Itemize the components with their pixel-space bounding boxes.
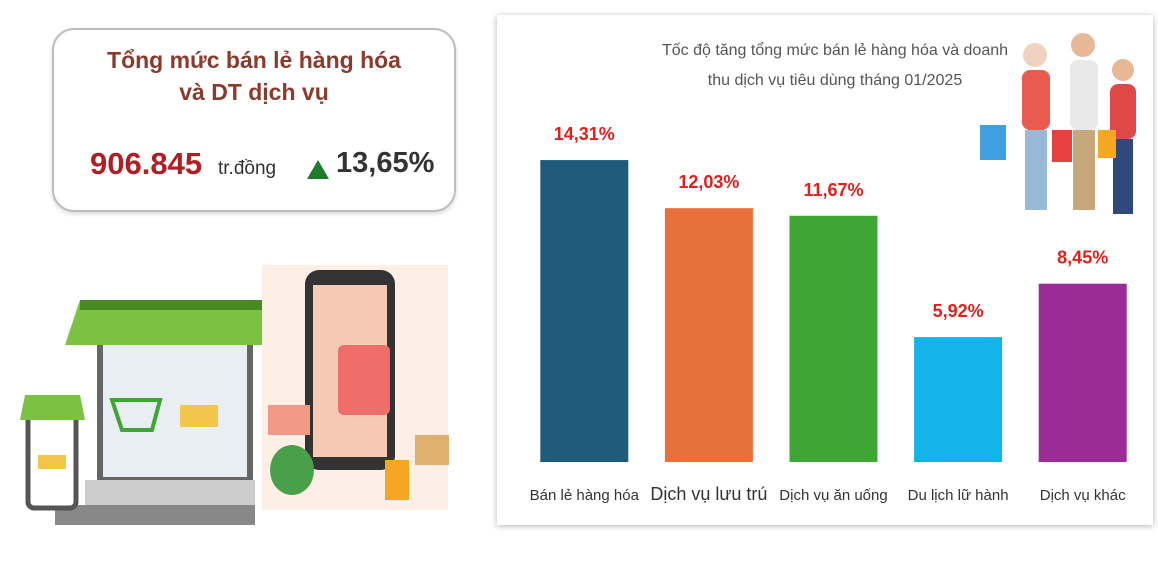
value-label: 14,31%: [554, 124, 615, 144]
chart: 14,31% Bán lẻ hàng hóa 12,03% Dịch vụ lưu t…: [0, 0, 1158, 568]
bar: [914, 337, 1002, 462]
x-tick-label: Dịch vụ khác: [1040, 487, 1126, 504]
x-tick-label: Bán lẻ hàng hóa: [530, 487, 640, 504]
bar: [790, 216, 878, 462]
value-label: 12,03%: [678, 172, 739, 192]
bar: [1039, 284, 1127, 462]
phone-illustration: [262, 265, 449, 510]
value-label: 8,45%: [1057, 248, 1108, 268]
x-tick-label: Dịch vụ lưu trú: [650, 484, 767, 504]
x-tick-label: Du lịch lữ hành: [908, 487, 1009, 504]
x-tick-label: Dịch vụ ăn uống: [779, 487, 887, 504]
bar: [540, 160, 628, 462]
shop-illustration: [20, 300, 280, 525]
value-label: 5,92%: [933, 301, 984, 321]
bar: [665, 208, 753, 462]
people-illustration: [980, 33, 1136, 214]
page: Tổng mức bán lẻ hàng hóa và DT dịch vụ 9…: [0, 0, 1158, 568]
value-label: 11,67%: [803, 180, 863, 200]
